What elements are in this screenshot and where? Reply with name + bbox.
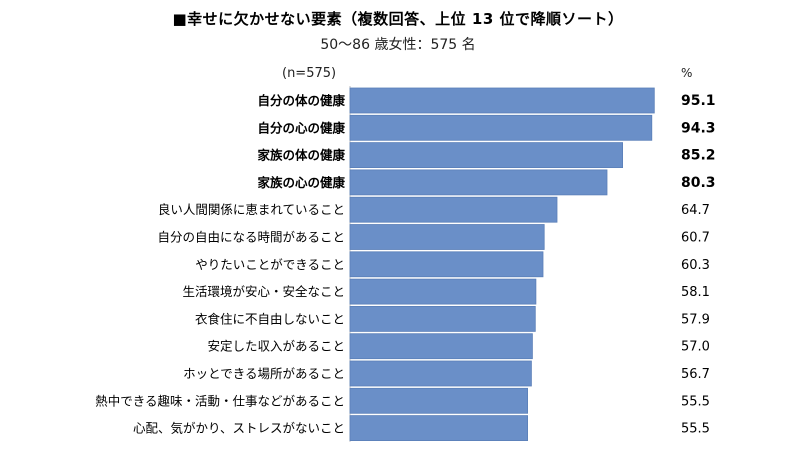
bar-7: [349, 251, 544, 278]
value-label: 57.9: [681, 312, 710, 327]
bar-8: [349, 278, 537, 305]
value-label: 55.5: [681, 394, 710, 409]
category-label: 心配、気がかり、ストレスがないこと: [133, 421, 345, 436]
category-label: 衣食住に不自由しないこと: [195, 311, 345, 326]
bar-6: [349, 224, 545, 250]
bar-12: [349, 387, 529, 414]
category-label: 良い人間関係に恵まれていること: [158, 202, 345, 217]
bar-11: [349, 360, 532, 387]
value-label: 85.2: [681, 148, 716, 164]
value-label: 58.1: [681, 285, 710, 300]
category-label: 家族の心の健康: [257, 175, 345, 190]
category-label: 自分の体の健康: [257, 93, 345, 108]
value-label: 56.7: [681, 367, 710, 382]
category-label: 家族の体の健康: [257, 148, 345, 163]
value-label: 80.3: [681, 175, 716, 191]
category-label: 自分の自由になる時間があること: [157, 230, 345, 245]
category-label: 生活環境が安心・安全なこと: [182, 284, 345, 299]
bar-13: [349, 415, 529, 442]
value-label: 64.7: [681, 203, 710, 218]
category-label: やりたいことができること: [195, 257, 345, 272]
unit-label: %: [681, 66, 693, 80]
bar-4: [349, 169, 608, 196]
value-label: 60.3: [681, 258, 710, 273]
bar-10: [349, 333, 533, 360]
bar-9: [349, 305, 536, 332]
bar-5: [349, 196, 558, 223]
category-label: 安定した収入があること: [207, 339, 345, 354]
chart-subtitle: 50～86 歳女性：575 名: [320, 37, 476, 53]
category-label: 自分の心の健康: [257, 120, 345, 135]
bar-1: [349, 87, 655, 114]
category-label: ホッとできる場所があること: [183, 366, 345, 381]
bar-2: [349, 114, 653, 141]
value-label: 57.0: [681, 340, 710, 355]
bar-3: [349, 142, 624, 169]
sample-size-label: (n=575): [282, 66, 337, 81]
value-label: 60.7: [681, 231, 710, 246]
value-label: 55.5: [681, 422, 710, 437]
value-label: 94.3: [681, 120, 716, 136]
value-label: 95.1: [681, 93, 716, 109]
chart-title: ■幸せに欠かせない要素（複数回答、上位 13 位で降順ソート）: [172, 10, 624, 28]
category-label: 熱中できる趣味・活動・仕事などがあること: [95, 393, 345, 408]
